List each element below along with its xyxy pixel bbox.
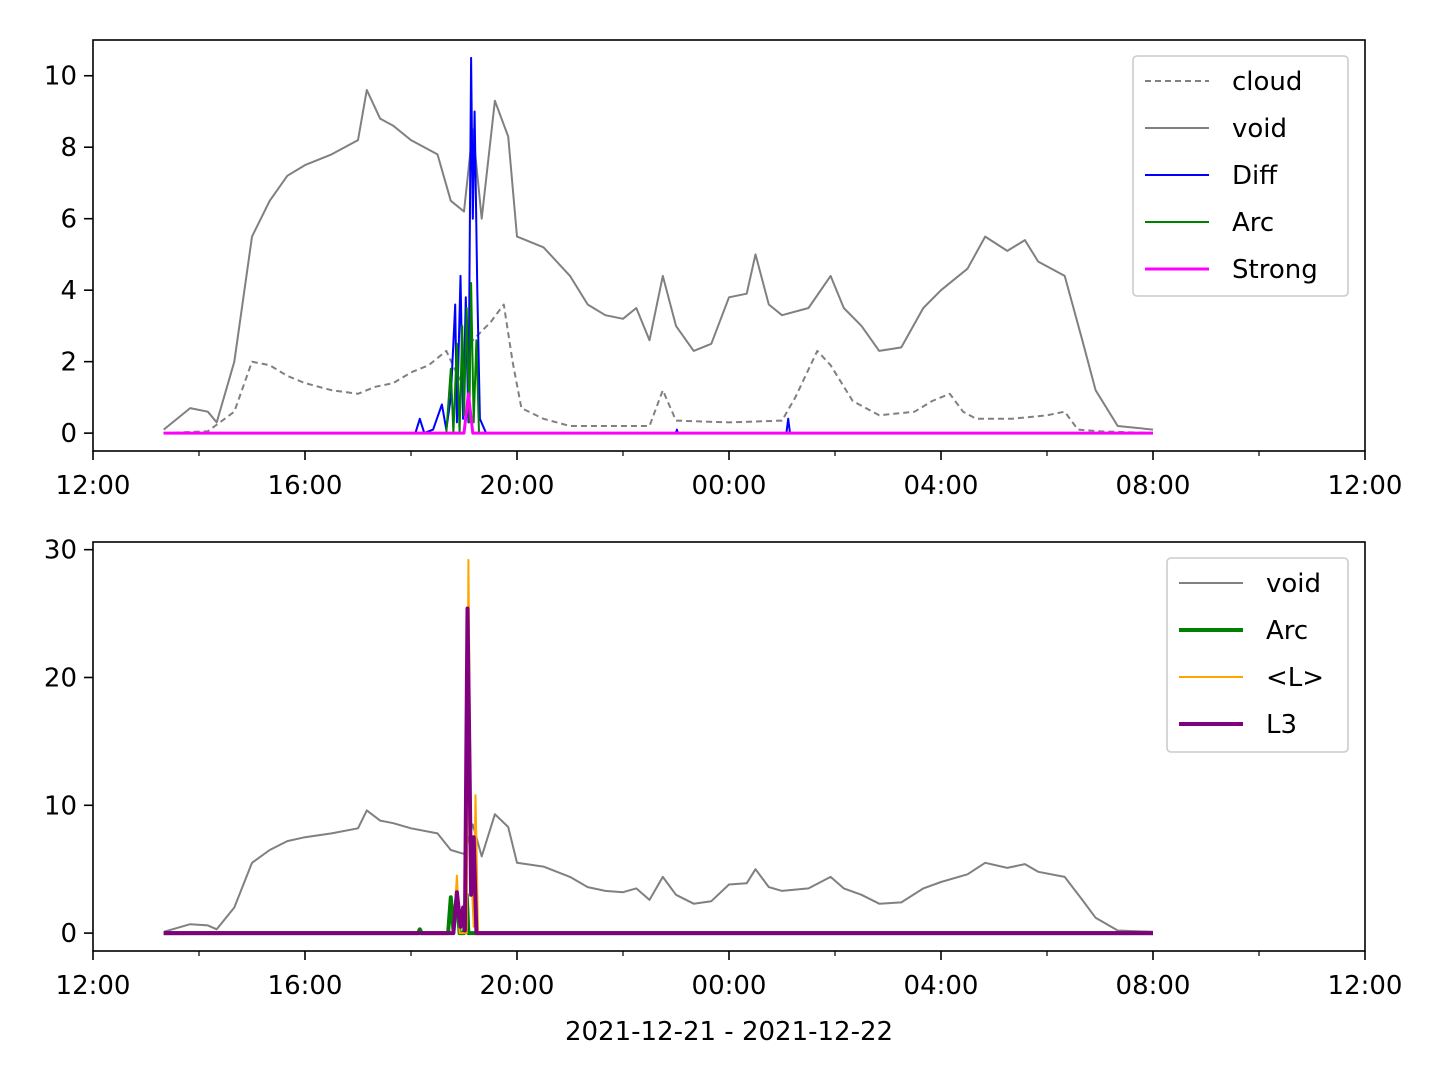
top-y-tick-label: 6 bbox=[60, 205, 77, 235]
bottom-series-l3-line bbox=[163, 606, 1153, 936]
top-x-tick-label: 00:00 bbox=[692, 471, 767, 501]
bottom-x-tick-label: 00:00 bbox=[692, 971, 767, 1001]
bottom-x-tick-label: 12:00 bbox=[1328, 971, 1403, 1001]
top-legend-label: cloud bbox=[1232, 67, 1302, 97]
top-legend-box bbox=[1132, 55, 1349, 297]
bottom-x-tick-label: 20:00 bbox=[480, 971, 555, 1001]
top-x-tick-label: 12:00 bbox=[56, 471, 131, 501]
top-plot-area bbox=[163, 56, 1154, 435]
bottom-series-arc-line bbox=[163, 892, 1153, 936]
bottom-plot-area bbox=[163, 558, 1154, 936]
top-y-tick-label: 4 bbox=[60, 276, 77, 306]
top-y-tick-label: 2 bbox=[60, 348, 77, 378]
top-series-diff-line bbox=[163, 56, 1153, 435]
top-x-tick-label: 04:00 bbox=[904, 471, 979, 501]
top-legend-label: Arc bbox=[1232, 208, 1274, 238]
bottom-y-tick-label: 30 bbox=[44, 536, 77, 566]
top-y-tick-label: 8 bbox=[60, 133, 77, 163]
top-x-tick-label: 20:00 bbox=[480, 471, 555, 501]
bottom-x-tick-label: 12:00 bbox=[56, 971, 131, 1001]
bottom-legend-box bbox=[1166, 557, 1349, 753]
bottom-legend: void Arc <L> L3 bbox=[1166, 557, 1349, 753]
bottom-legend-label: L3 bbox=[1266, 710, 1297, 740]
top-series-cloud-line bbox=[163, 303, 1154, 435]
top-y-tick-label: 10 bbox=[44, 62, 77, 92]
top-x-tick-label: 08:00 bbox=[1116, 471, 1191, 501]
bottom-x-tick-label: 08:00 bbox=[1116, 971, 1191, 1001]
bottom-y-tick-label: 0 bbox=[60, 919, 77, 949]
top-series-strong-line bbox=[163, 392, 1153, 435]
top-series-arc-line bbox=[163, 282, 1153, 435]
bottom-x-tick-label: 16:00 bbox=[268, 971, 343, 1001]
top-legend-label: void bbox=[1232, 114, 1287, 144]
x-axis-label: 2021-12-21 - 2021-12-22 bbox=[565, 1017, 893, 1047]
bottom-y-ticks: 0 10 20 30 bbox=[44, 536, 93, 949]
top-x-tick-label: 12:00 bbox=[1328, 471, 1403, 501]
top-legend-label: Diff bbox=[1232, 161, 1278, 191]
bottom-y-tick-label: 20 bbox=[44, 663, 77, 693]
top-legend: cloud void Diff Arc Strong bbox=[1132, 55, 1349, 297]
top-legend-label: Strong bbox=[1232, 255, 1318, 285]
bottom-chart: 12:00 16:00 20:00 00:00 04:00 08:00 12:00 0 10 2… bbox=[44, 536, 1403, 1001]
bottom-x-tick-label: 04:00 bbox=[904, 971, 979, 1001]
top-chart: 12:00 16:00 20:00 00:00 04:00 08:00 12:00 0 2 4 6… bbox=[44, 39, 1403, 501]
bottom-legend-label: <L> bbox=[1266, 663, 1324, 693]
bottom-series-void-line bbox=[163, 809, 1154, 933]
bottom-y-tick-label: 10 bbox=[44, 791, 77, 821]
top-x-tick-label: 16:00 bbox=[268, 471, 343, 501]
top-series-void-line bbox=[163, 89, 1154, 431]
top-x-ticks: 12:00 16:00 20:00 00:00 04:00 08:00 12:00 bbox=[56, 451, 1403, 501]
bottom-series-l-line bbox=[163, 558, 1153, 935]
top-y-ticks: 0 2 4 6 8 10 bbox=[44, 62, 93, 449]
bottom-x-ticks: 12:00 16:00 20:00 00:00 04:00 08:00 12:00 bbox=[56, 951, 1403, 1001]
top-y-tick-label: 0 bbox=[60, 419, 77, 449]
bottom-legend-label: void bbox=[1266, 569, 1321, 599]
bottom-legend-label: Arc bbox=[1266, 616, 1308, 646]
